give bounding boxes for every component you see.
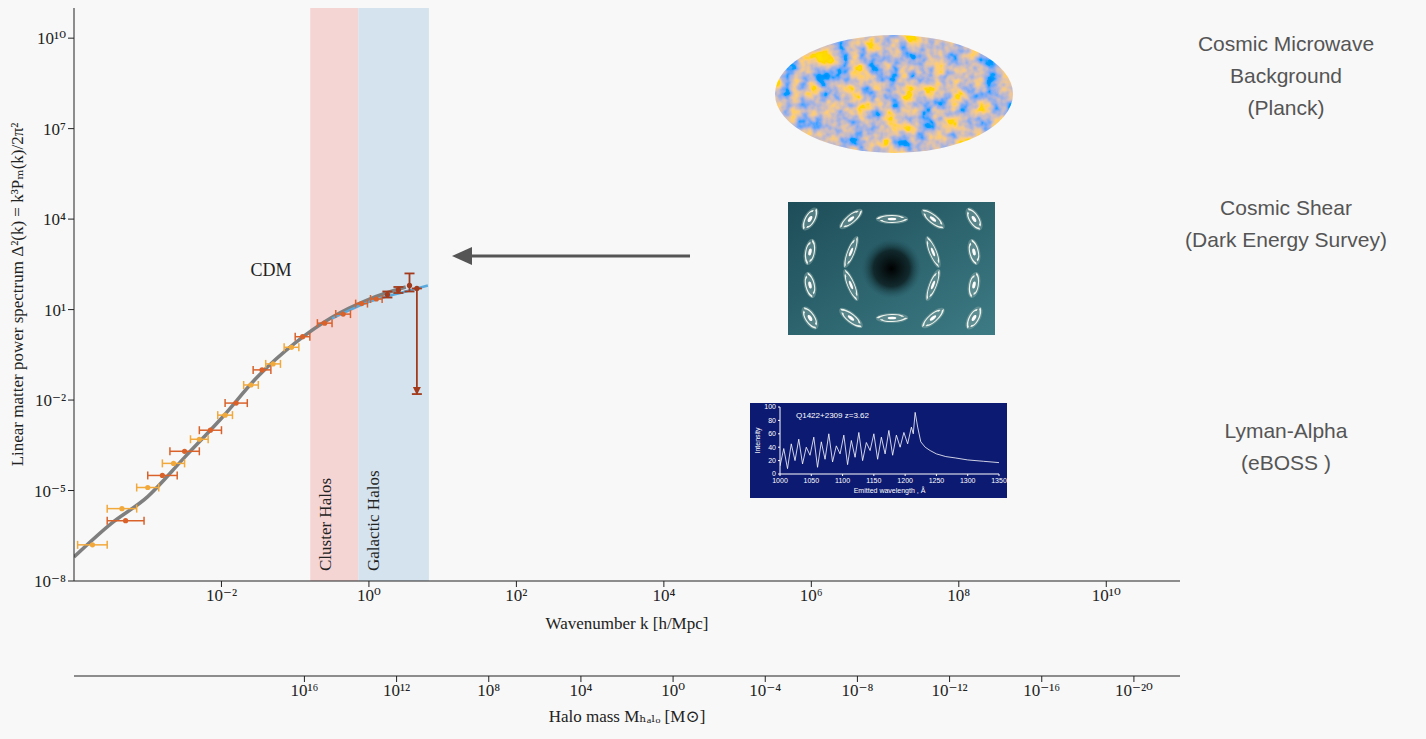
- svg-text:80: 80: [768, 417, 776, 424]
- svg-text:1050: 1050: [803, 477, 819, 484]
- svg-text:1100: 1100: [835, 477, 850, 484]
- svg-text:10⁻⁴: 10⁻⁴: [749, 681, 781, 700]
- svg-text:10¹⁰: 10¹⁰: [37, 29, 66, 48]
- svg-text:10²: 10²: [505, 586, 527, 605]
- svg-text:1150: 1150: [866, 477, 881, 484]
- html-text:Cosmic Shear: Cosmic Shear: [1220, 196, 1352, 219]
- svg-text:0: 0: [772, 470, 776, 477]
- svg-text:10¹⁰: 10¹⁰: [1092, 586, 1121, 605]
- html-text:(Planck): (Planck): [1247, 96, 1325, 119]
- html-text:Background: Background: [1230, 64, 1342, 87]
- svg-text:10⁰: 10⁰: [357, 586, 381, 605]
- svg-text:10⁻²: 10⁻²: [206, 586, 237, 605]
- svg-text:10⁻⁸: 10⁻⁸: [841, 681, 873, 700]
- svg-text:CDM: CDM: [250, 260, 291, 280]
- svg-text:10⁴: 10⁴: [652, 586, 675, 605]
- svg-text:10¹²: 10¹²: [383, 681, 410, 700]
- svg-text:40: 40: [768, 444, 776, 451]
- html-text:Q1422+2309 z=3.62: Q1422+2309 z=3.62: [796, 411, 869, 420]
- svg-text:10⁻⁸: 10⁻⁸: [34, 572, 66, 591]
- svg-text:1200: 1200: [897, 477, 913, 484]
- svg-text:Halo mass Mₕₐₗₒ [M⊙]: Halo mass Mₕₐₗₒ [M⊙]: [549, 707, 706, 726]
- svg-text:10⁴: 10⁴: [43, 210, 66, 229]
- html-text:(eBOSS ): (eBOSS ): [1241, 451, 1331, 474]
- svg-text:10⁻¹²: 10⁻¹²: [931, 681, 967, 700]
- svg-text:10⁶: 10⁶: [800, 586, 823, 605]
- svg-text:100: 100: [764, 403, 776, 410]
- svg-text:10⁻²⁰: 10⁻²⁰: [1115, 681, 1153, 700]
- svg-text:10⁸: 10⁸: [477, 681, 500, 700]
- svg-text:1250: 1250: [929, 477, 945, 484]
- html-text:(Dark Energy Survey): (Dark Energy Survey): [1185, 228, 1387, 251]
- svg-text:Cluster Halos: Cluster Halos: [316, 478, 335, 571]
- svg-text:10⁻²: 10⁻²: [35, 391, 66, 410]
- svg-text:10⁴: 10⁴: [569, 681, 592, 700]
- svg-text:10¹: 10¹: [44, 301, 66, 320]
- svg-text:1300: 1300: [960, 477, 976, 484]
- svg-text:60: 60: [768, 430, 776, 437]
- svg-text:Wavenumber k [h/Mpc]: Wavenumber k [h/Mpc]: [546, 614, 709, 633]
- svg-text:10⁻¹⁶: 10⁻¹⁶: [1023, 681, 1060, 700]
- svg-text:1000: 1000: [772, 477, 788, 484]
- svg-text:10⁻⁵: 10⁻⁵: [34, 482, 66, 501]
- svg-text:10⁷: 10⁷: [43, 120, 66, 139]
- html-text:Cosmic Microwave: Cosmic Microwave: [1197, 32, 1375, 55]
- svg-text:Emitted wavelength , Å: Emitted wavelength , Å: [854, 486, 926, 495]
- svg-text:10¹⁶: 10¹⁶: [290, 681, 318, 700]
- svg-text:Intensity: Intensity: [754, 427, 762, 454]
- svg-text:Linear matter power spectrum Δ: Linear matter power spectrum Δ²(k) = k³P…: [8, 123, 27, 467]
- svg-text:10⁸: 10⁸: [947, 586, 970, 605]
- svg-text:Galactic Halos: Galactic Halos: [364, 470, 383, 571]
- svg-text:20: 20: [768, 457, 776, 464]
- html-text:Lyman-Alpha: Lyman-Alpha: [1224, 419, 1348, 442]
- svg-text:1350: 1350: [991, 477, 1007, 484]
- svg-text:10⁰: 10⁰: [661, 681, 685, 700]
